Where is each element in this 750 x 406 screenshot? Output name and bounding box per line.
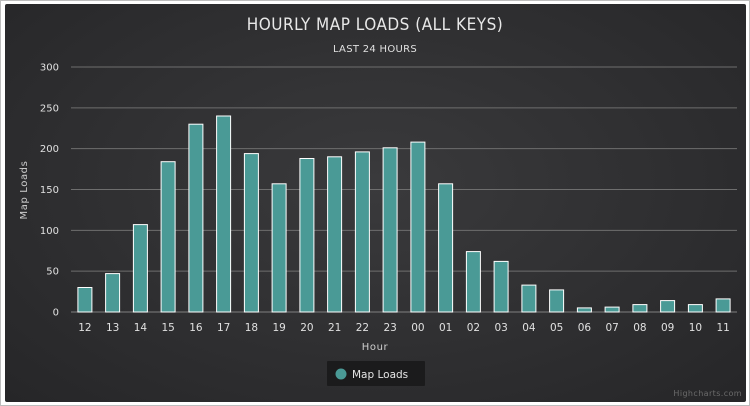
bar-05[interactable] [549, 289, 565, 313]
bars[interactable] [77, 115, 731, 313]
chart-subtitle: LAST 24 HOURS [333, 44, 417, 55]
x-tick-label: 00 [411, 322, 424, 334]
x-tick-label: 23 [383, 322, 396, 334]
bar-22[interactable] [354, 151, 370, 313]
bar-03[interactable] [493, 260, 509, 313]
y-tick-label: 50 [46, 267, 59, 278]
y-tick-label: 0 [53, 308, 59, 319]
bar-13[interactable] [105, 273, 121, 313]
bar-11[interactable] [715, 298, 731, 313]
bar-02[interactable] [465, 251, 481, 313]
x-tick-label: 04 [522, 322, 536, 334]
x-tick-label: 01 [439, 322, 452, 334]
x-tick-label: 19 [272, 322, 285, 334]
y-tick-label: 150 [40, 185, 59, 196]
bar-17[interactable] [216, 115, 232, 313]
legend-marker-icon [335, 368, 347, 380]
bar-00[interactable] [410, 141, 426, 313]
x-tick-label: 16 [189, 322, 203, 334]
x-tick-label: 15 [161, 322, 174, 334]
x-tick-label: 05 [550, 322, 563, 334]
bar-10[interactable] [687, 304, 703, 313]
bar-12[interactable] [77, 287, 93, 313]
y-tick-label: 250 [40, 103, 59, 114]
grid-lines [71, 66, 737, 313]
bar-18[interactable] [243, 153, 259, 313]
x-tick-label: 08 [633, 322, 646, 334]
y-tick-label: 200 [40, 144, 59, 155]
x-tick-label: 14 [134, 322, 148, 334]
x-tick-label: 21 [328, 322, 341, 334]
bar-09[interactable] [660, 300, 676, 313]
x-tick-label: 06 [578, 322, 592, 334]
bar-08[interactable] [632, 304, 648, 313]
bar-06[interactable] [576, 307, 592, 313]
bar-19[interactable] [271, 183, 287, 313]
x-axis-title: Hour [362, 342, 389, 353]
x-axis-ticks: 12 13 14 15 16 17 18 19 20 21 22 23 00 01 02 03 04 05 06 07… [78, 322, 730, 334]
chart-panel: HOURLY MAP LOADS (ALL KEYS) LAST 24 HOUR… [5, 4, 746, 402]
x-tick-label: 09 [661, 322, 674, 334]
y-axis-ticks: 0 50 100 150 200 250 300 [40, 63, 59, 319]
y-tick-label: 300 [40, 63, 59, 74]
x-tick-label: 22 [356, 322, 369, 334]
x-tick-label: 11 [716, 322, 729, 334]
legend-label[interactable]: Map Loads [352, 369, 408, 381]
bar-23[interactable] [382, 147, 398, 313]
chart-title: HOURLY MAP LOADS (ALL KEYS) [247, 15, 504, 35]
x-tick-label: 10 [689, 322, 702, 334]
bar-04[interactable] [521, 284, 537, 313]
x-tick-label: 02 [467, 322, 480, 334]
x-tick-label: 03 [494, 322, 507, 334]
x-tick-label: 17 [217, 322, 230, 334]
bar-01[interactable] [438, 183, 454, 313]
bar-15[interactable] [160, 161, 176, 313]
legend-box [327, 361, 425, 386]
x-tick-label: 13 [106, 322, 119, 334]
legend[interactable]: Map Loads [327, 361, 425, 386]
y-axis-title: Map Loads [19, 161, 30, 220]
x-tick-label: 07 [605, 322, 618, 334]
bar-14[interactable] [132, 224, 148, 313]
bar-20[interactable] [299, 158, 315, 313]
credits-link[interactable]: Highcharts.com [673, 389, 742, 398]
bar-07[interactable] [604, 306, 620, 313]
x-tick-label: 12 [78, 322, 91, 334]
x-tick-label: 18 [245, 322, 258, 334]
bar-16[interactable] [188, 123, 204, 313]
y-tick-label: 100 [40, 226, 59, 237]
bar-21[interactable] [327, 156, 343, 313]
x-tick-label: 20 [300, 322, 313, 334]
hourly-map-loads-chart: HOURLY MAP LOADS (ALL KEYS) LAST 24 HOUR… [19, 15, 742, 398]
